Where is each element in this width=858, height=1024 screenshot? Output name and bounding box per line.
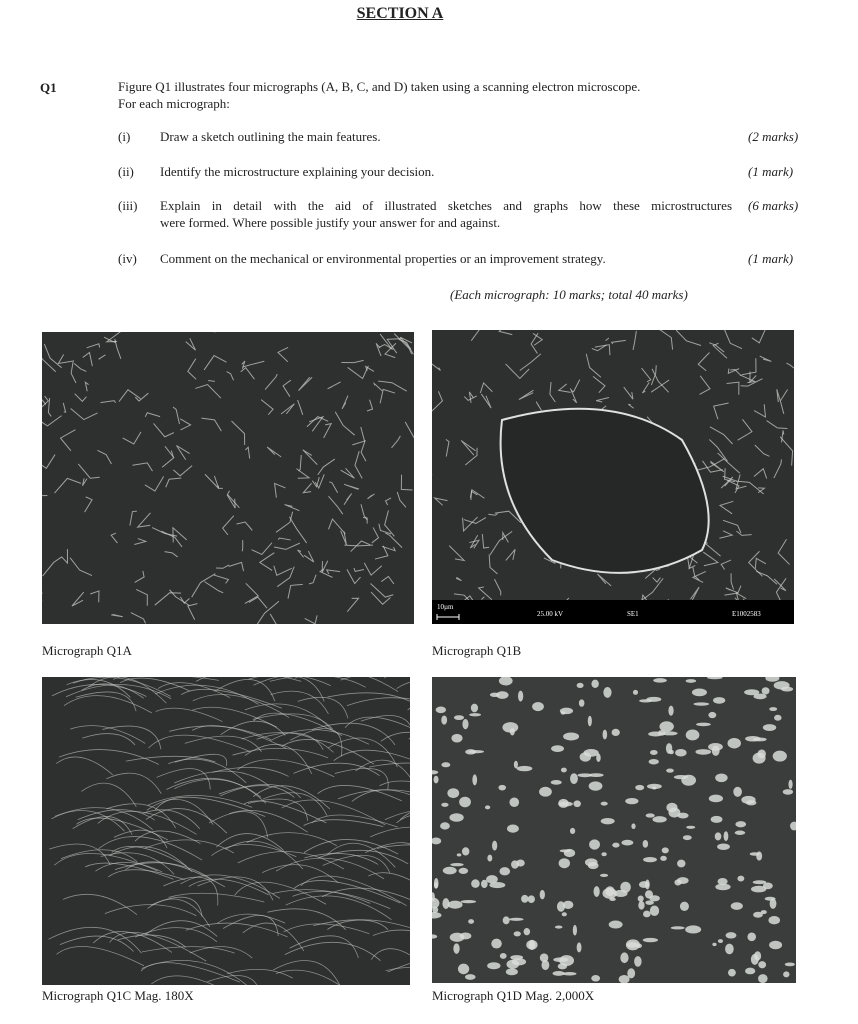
part-label: (iii)	[118, 198, 138, 213]
part-text: were formed. Where possible justify your…	[160, 215, 501, 230]
section-title: SECTION A	[356, 5, 444, 22]
part-text: Explain in detail with the aid of illust…	[160, 198, 732, 213]
part-text: Identify the microstructure explaining y…	[160, 164, 435, 179]
part-marks: (1 mark)	[748, 251, 794, 266]
micrograph-caption: Micrograph Q1A	[42, 643, 132, 658]
question-number: Q1	[40, 80, 57, 95]
part-marks: (6 marks)	[748, 198, 799, 213]
part-label: (ii)	[118, 164, 134, 179]
micrograph-image	[42, 677, 410, 985]
databar-text: 10µm	[437, 603, 454, 611]
databar-text: 25.00 kV	[537, 610, 563, 618]
part-text: Draw a sketch outlining the main feature…	[160, 129, 381, 144]
micrograph-caption: Micrograph Q1C Mag. 180X	[42, 988, 194, 1003]
databar-text: SE1	[627, 610, 639, 618]
part-label: (iv)	[118, 251, 137, 266]
part-text: Comment on the mechanical or environment…	[160, 251, 606, 266]
micrograph-caption: Micrograph Q1B	[432, 643, 522, 658]
part-label: (i)	[118, 129, 131, 144]
intro: For each micrograph:	[118, 96, 230, 111]
micrograph-caption: Micrograph Q1D Mag. 2,000X	[432, 988, 595, 1003]
part-marks: (1 mark)	[748, 164, 794, 179]
micrograph-image: 10µm 25.00 kV SE1 E1002583	[432, 330, 794, 624]
part-marks: (2 marks)	[748, 129, 799, 144]
databar-text: E1002583	[732, 610, 761, 618]
micrograph-image	[42, 332, 414, 624]
intro: Figure Q1 illustrates four micrographs (…	[118, 79, 641, 94]
total-marks: (Each micrograph: 10 marks; total 40 mar…	[450, 287, 688, 302]
micrograph-image	[432, 677, 796, 983]
